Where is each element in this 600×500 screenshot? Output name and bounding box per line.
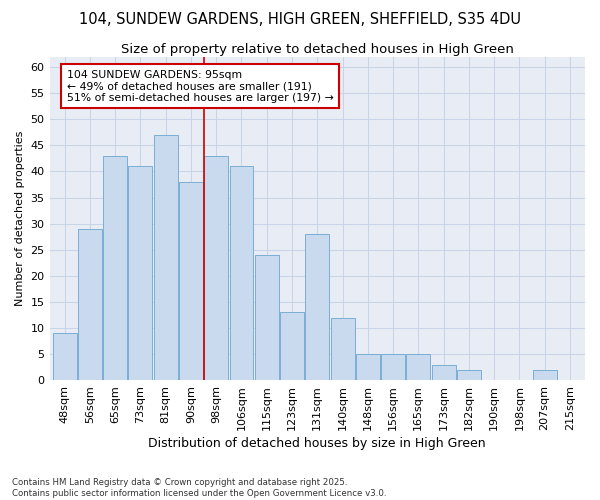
Bar — [103, 156, 127, 380]
Bar — [204, 156, 228, 380]
Bar — [280, 312, 304, 380]
Bar — [305, 234, 329, 380]
Text: 104 SUNDEW GARDENS: 95sqm
← 49% of detached houses are smaller (191)
51% of semi: 104 SUNDEW GARDENS: 95sqm ← 49% of detac… — [67, 70, 334, 103]
Bar — [331, 318, 355, 380]
X-axis label: Distribution of detached houses by size in High Green: Distribution of detached houses by size … — [148, 437, 486, 450]
Bar — [381, 354, 405, 380]
Bar — [230, 166, 253, 380]
Bar — [406, 354, 430, 380]
Bar — [255, 255, 279, 380]
Bar — [457, 370, 481, 380]
Text: 104, SUNDEW GARDENS, HIGH GREEN, SHEFFIELD, S35 4DU: 104, SUNDEW GARDENS, HIGH GREEN, SHEFFIE… — [79, 12, 521, 28]
Bar — [53, 333, 77, 380]
Bar — [533, 370, 557, 380]
Bar — [179, 182, 203, 380]
Title: Size of property relative to detached houses in High Green: Size of property relative to detached ho… — [121, 42, 514, 56]
Bar — [128, 166, 152, 380]
Bar — [431, 364, 455, 380]
Bar — [78, 229, 102, 380]
Y-axis label: Number of detached properties: Number of detached properties — [15, 130, 25, 306]
Bar — [356, 354, 380, 380]
Text: Contains HM Land Registry data © Crown copyright and database right 2025.
Contai: Contains HM Land Registry data © Crown c… — [12, 478, 386, 498]
Bar — [154, 135, 178, 380]
